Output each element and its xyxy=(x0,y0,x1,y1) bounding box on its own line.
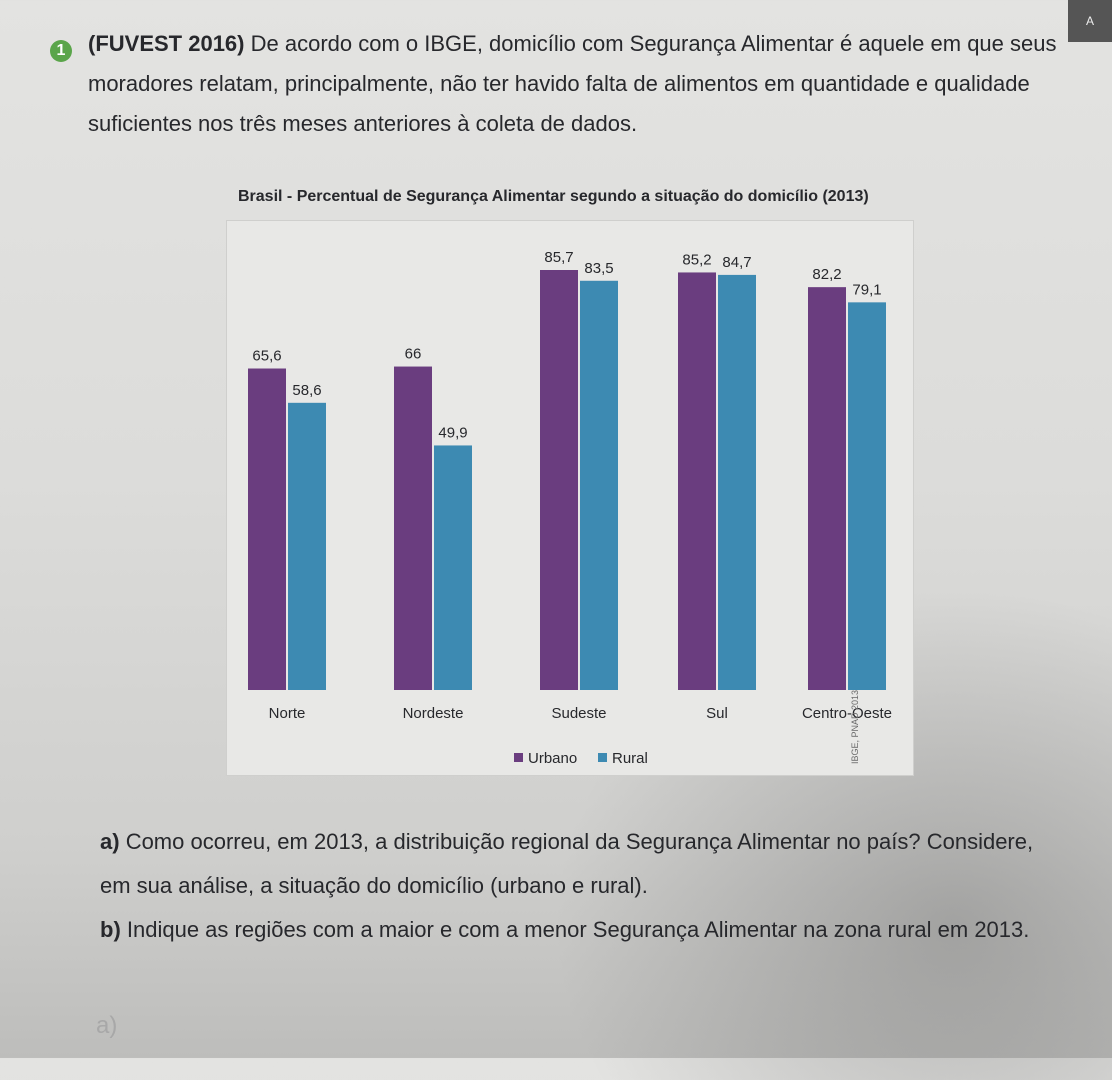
data-label-sudeste-urbano: 85,7 xyxy=(544,249,573,266)
category-label: Sudeste xyxy=(551,705,606,722)
subquestion-b: b) Indique as regiões com a maior e com … xyxy=(100,908,1060,952)
bar-sudeste-urbano xyxy=(540,270,578,690)
legend-label-rural: Rural xyxy=(612,750,648,767)
page-corner-tab: A xyxy=(1068,0,1112,42)
data-label-sul-rural: 84,7 xyxy=(722,254,751,271)
data-label-sul-urbano: 85,2 xyxy=(682,251,711,268)
bar-nordeste-rural xyxy=(434,445,472,690)
data-label-nordeste-urbano: 66 xyxy=(405,346,422,363)
category-label: Sul xyxy=(706,705,728,722)
chart-title: Brasil - Percentual de Segurança Aliment… xyxy=(238,188,869,205)
subquestion-b-letter: b) xyxy=(100,917,121,942)
legend-swatch-urbano xyxy=(514,753,523,762)
handwritten-note: a) xyxy=(96,1012,118,1039)
subquestion-a-text: Como ocorreu, em 2013, a distribuição re… xyxy=(100,829,1034,898)
bar-sul-rural xyxy=(718,274,756,690)
data-label-norte-urbano: 65,6 xyxy=(252,348,281,365)
bar-sul-urbano xyxy=(678,272,716,690)
bar-centro-oeste-rural xyxy=(848,302,886,690)
category-label: Centro-Oeste xyxy=(802,705,892,722)
data-label-norte-rural: 58,6 xyxy=(292,382,321,399)
data-label-sudeste-rural: 83,5 xyxy=(584,260,613,277)
question-text: De acordo com o IBGE, domicílio com Segu… xyxy=(88,31,1057,136)
subquestion-b-text: Indique as regiões com a maior e com a m… xyxy=(126,917,1030,942)
chart-source-note: IBGE, PNAD 2013 xyxy=(850,689,860,764)
question-number-badge: 1 xyxy=(50,40,72,62)
subquestion-a: a) Como ocorreu, em 2013, a distribuição… xyxy=(100,820,1060,908)
data-label-nordeste-rural: 49,9 xyxy=(438,424,467,441)
bar-centro-oeste-urbano xyxy=(808,287,846,690)
bar-norte-urbano xyxy=(248,368,286,690)
bar-sudeste-rural xyxy=(580,280,618,690)
category-label: Norte xyxy=(269,705,306,722)
data-label-centro-oeste-rural: 79,1 xyxy=(852,281,881,298)
legend-label-urbano: Urbano xyxy=(528,750,577,767)
question-statement: (FUVEST 2016) De acordo com o IBGE, domi… xyxy=(88,24,1058,144)
data-label-centro-oeste-urbano: 82,2 xyxy=(812,266,841,283)
bar-norte-rural xyxy=(288,402,326,690)
bar-nordeste-urbano xyxy=(394,366,432,690)
question-source-tag: (FUVEST 2016) xyxy=(88,31,245,56)
legend-swatch-rural xyxy=(598,753,607,762)
subquestion-a-letter: a) xyxy=(100,829,120,854)
bar-chart: 65,6 58,6 66 49,9 85,7 83,5 85,2 84,7 82,2 79,1 N… xyxy=(248,249,892,767)
category-label: Nordeste xyxy=(403,705,464,722)
